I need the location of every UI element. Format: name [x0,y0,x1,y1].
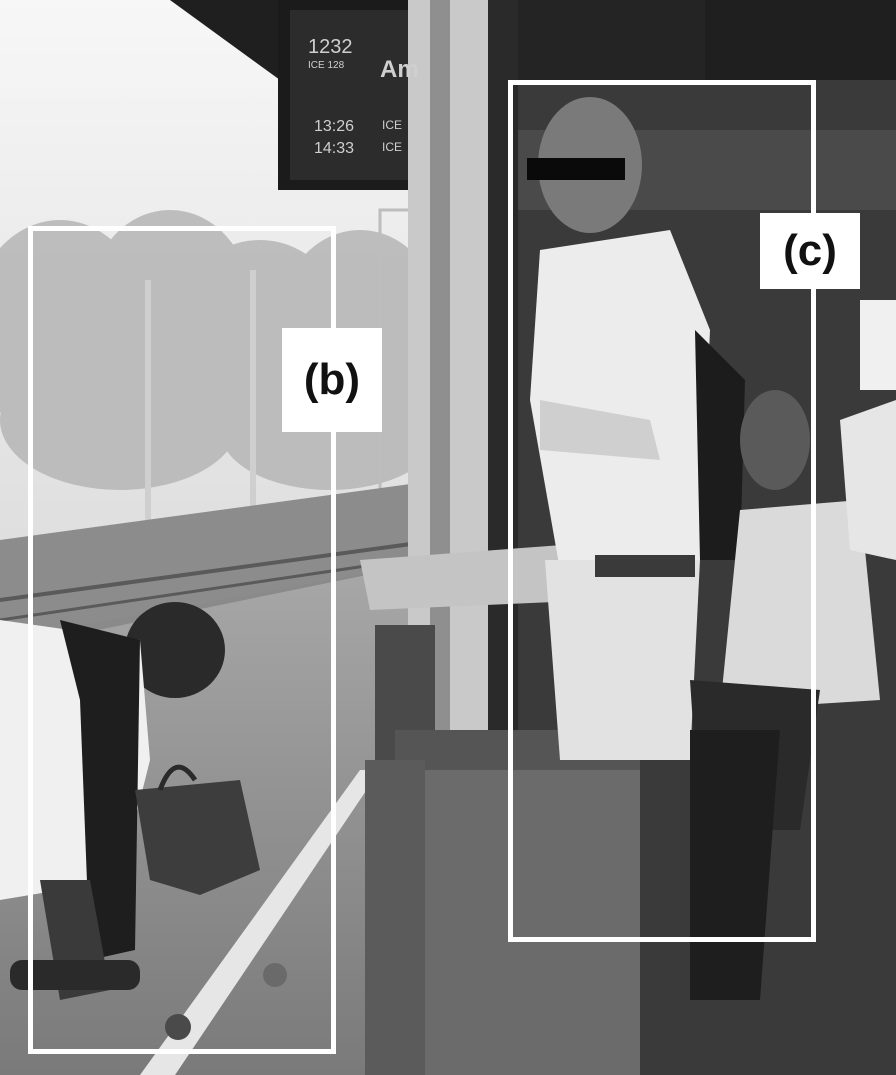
annotation-box-c [508,80,816,942]
privacy-bar [527,158,625,180]
annotation-box-b [28,226,336,1054]
platform-edge-line [140,770,380,1075]
board-time-2: 14:33 [314,140,355,157]
board-type-1: ICE [382,118,403,132]
pole [250,270,256,520]
seated-people [690,300,896,1000]
board-destination: Am [380,56,419,83]
pole [145,280,151,520]
board-time-1: 13:26 [314,118,355,135]
board-train-type: ICE 128 [308,60,345,71]
annotation-label-c: (c) [760,213,860,289]
person-b [0,602,260,1000]
board-type-2: ICE [382,140,403,154]
tracks [0,480,440,640]
person-c [527,97,745,760]
bin [395,730,640,1075]
board-train-number: 1232 [308,36,353,58]
annotation-label-b: (b) [282,328,382,432]
trees [0,210,440,490]
